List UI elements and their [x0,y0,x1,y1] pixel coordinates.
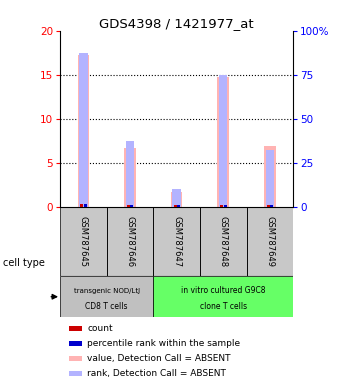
Bar [127,205,130,207]
Text: cell type: cell type [3,258,45,268]
Bar [174,205,177,207]
Bar [107,207,153,276]
Text: percentile rank within the sample: percentile rank within the sample [87,339,240,348]
Text: GSM787648: GSM787648 [219,216,228,267]
Text: GSM787647: GSM787647 [172,216,181,267]
Bar [130,205,133,207]
Bar [78,55,89,207]
Bar [224,205,227,207]
Bar [177,205,180,207]
Bar [153,207,200,276]
Bar [219,75,227,207]
Bar [200,207,247,276]
Text: transgenic NOD/LtJ: transgenic NOD/LtJ [74,288,140,294]
Bar [264,146,276,207]
Bar [221,205,223,207]
Text: GSM787649: GSM787649 [265,216,274,267]
Bar [153,276,293,317]
Bar [270,205,273,207]
Bar [124,148,136,207]
Bar [69,326,82,331]
Text: count: count [87,324,113,333]
Text: GSM787645: GSM787645 [79,216,88,267]
Bar [217,76,229,207]
Bar [60,207,107,276]
Bar [84,204,87,207]
Bar [173,189,181,207]
Bar [69,356,82,361]
Text: value, Detection Call = ABSENT: value, Detection Call = ABSENT [87,354,230,363]
Text: in vitro cultured G9C8: in vitro cultured G9C8 [181,286,265,295]
Text: CD8 T cells: CD8 T cells [85,303,128,311]
Title: GDS4398 / 1421977_at: GDS4398 / 1421977_at [99,17,254,30]
Bar [69,371,82,376]
Bar [247,207,293,276]
Bar [81,204,83,207]
Bar [267,205,270,207]
Text: clone T cells: clone T cells [200,303,247,311]
Text: GSM787646: GSM787646 [126,216,134,267]
Text: rank, Detection Call = ABSENT: rank, Detection Call = ABSENT [87,369,226,378]
Bar [60,276,153,317]
Bar [266,150,274,207]
Bar [171,192,182,207]
Bar [79,53,87,207]
Bar [126,141,134,207]
Bar [69,341,82,346]
